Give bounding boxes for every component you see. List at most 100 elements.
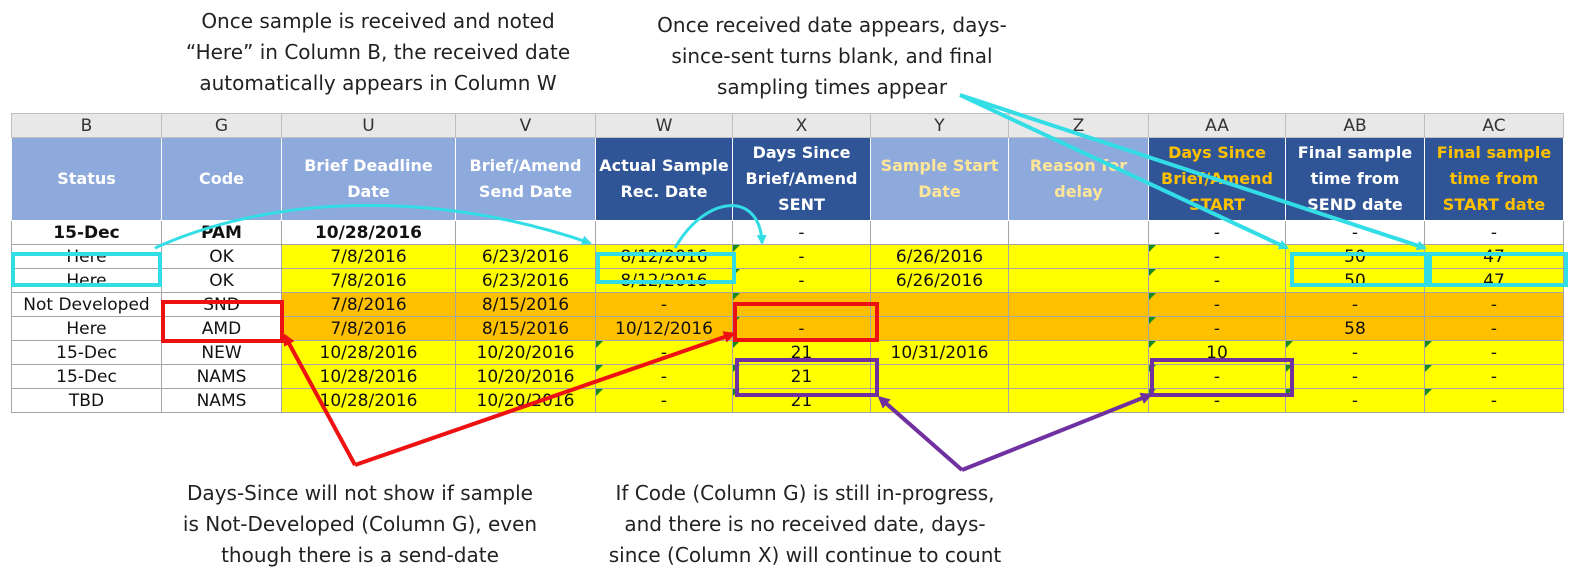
arrow-purple-to-days xyxy=(877,396,964,472)
cell-final-start[interactable]: 47 xyxy=(1424,244,1564,269)
header-days-since-sent[interactable]: Days Since Brief/Amend SENT xyxy=(732,137,871,221)
cell-final-start[interactable]: - xyxy=(1424,316,1564,341)
cell-deadline[interactable]: 10/28/2016 xyxy=(281,220,456,245)
cell-rec-date[interactable]: - xyxy=(595,364,733,389)
cell-final-send[interactable]: - xyxy=(1285,292,1425,317)
column-letter[interactable]: B xyxy=(11,113,162,138)
cell-days-sent[interactable]: 21 xyxy=(732,388,871,413)
table-row: 15-Dec NAMS 10/28/2016 10/20/2016 - 21 -… xyxy=(11,364,1564,389)
arrow-note-to-final-start xyxy=(959,93,1427,251)
cell-status[interactable]: TBD xyxy=(11,388,162,413)
arrow-note-to-final-send xyxy=(959,93,1289,250)
header-status[interactable]: Status xyxy=(11,137,162,221)
column-letter[interactable]: W xyxy=(595,113,733,138)
cell-final-send[interactable]: - xyxy=(1285,388,1425,413)
cell-reason[interactable] xyxy=(1008,220,1149,245)
cell-reason[interactable] xyxy=(1008,364,1149,389)
column-letter[interactable]: X xyxy=(732,113,871,138)
column-letter[interactable]: AA xyxy=(1148,113,1286,138)
cell-deadline[interactable]: 7/8/2016 xyxy=(281,244,456,269)
cell-status[interactable]: 15-Dec xyxy=(11,340,162,365)
cell-send-date[interactable]: 8/15/2016 xyxy=(455,292,596,317)
note-received-date: Once sample is received and noted “Here”… xyxy=(185,9,571,95)
cell-final-start[interactable]: - xyxy=(1424,388,1564,413)
table-row: Not Developed SND 7/8/2016 8/15/2016 - -… xyxy=(11,292,1564,317)
cell-final-start[interactable]: - xyxy=(1424,364,1564,389)
header-final-send[interactable]: Final sample time from SEND date xyxy=(1285,137,1425,221)
header-rec-date[interactable]: Actual Sample Rec. Date xyxy=(595,137,733,221)
highlight-box-final-send xyxy=(1290,252,1428,287)
column-letter[interactable]: AB xyxy=(1285,113,1425,138)
cell-code[interactable]: NAMS xyxy=(161,364,282,389)
spreadsheet-table: B G U V W X Y Z AA AB AC Status Code Bri… xyxy=(11,113,1564,413)
table-row: Here OK 7/8/2016 6/23/2016 8/12/2016 - 6… xyxy=(11,244,1564,269)
cell-rec-date[interactable]: - xyxy=(595,388,733,413)
cell-send-date[interactable]: 8/15/2016 xyxy=(455,316,596,341)
cell-rec-date[interactable] xyxy=(595,220,733,245)
cell-deadline[interactable]: 10/28/2016 xyxy=(281,340,456,365)
cell-final-start[interactable]: - xyxy=(1424,292,1564,317)
cell-days-start[interactable]: - xyxy=(1148,268,1286,293)
cell-start-date[interactable] xyxy=(870,220,1009,245)
highlight-box-days-counting xyxy=(735,358,879,397)
cell-final-send[interactable]: 58 xyxy=(1285,316,1425,341)
cell-status[interactable]: 15-Dec xyxy=(11,220,162,245)
table-row: Here AMD 7/8/2016 8/15/2016 10/12/2016 -… xyxy=(11,316,1564,341)
cell-reason[interactable] xyxy=(1008,340,1149,365)
cell-start-date[interactable] xyxy=(870,292,1009,317)
cell-code[interactable]: AMD xyxy=(161,316,282,341)
cell-code[interactable]: NEW xyxy=(161,340,282,365)
header-sample-start[interactable]: Sample Start Date xyxy=(870,137,1009,221)
cell-reason[interactable] xyxy=(1008,268,1149,293)
header-send-date[interactable]: Brief/Amend Send Date xyxy=(455,137,596,221)
header-final-start[interactable]: Final sample time from START date xyxy=(1424,137,1564,221)
cell-final-start[interactable]: - xyxy=(1424,340,1564,365)
cell-reason[interactable] xyxy=(1008,388,1149,413)
cell-days-start[interactable]: - xyxy=(1148,316,1286,341)
cell-days-sent[interactable]: - xyxy=(732,268,871,293)
cell-start-date[interactable] xyxy=(870,364,1009,389)
cell-send-date[interactable]: 10/20/2016 xyxy=(455,340,596,365)
cell-status[interactable]: Not Developed xyxy=(11,292,162,317)
cell-start-date[interactable]: 6/26/2016 xyxy=(870,244,1009,269)
column-letter[interactable]: V xyxy=(455,113,596,138)
cell-send-date[interactable]: 10/20/2016 xyxy=(455,364,596,389)
cell-code[interactable]: NAMS xyxy=(161,388,282,413)
cell-days-sent[interactable]: - xyxy=(732,316,871,341)
cell-status[interactable]: Here xyxy=(11,268,162,293)
cell-final-send[interactable]: 50 xyxy=(1285,268,1425,293)
cell-final-send[interactable]: - xyxy=(1285,364,1425,389)
cell-status[interactable]: 15-Dec xyxy=(11,364,162,389)
cell-start-date[interactable]: 6/26/2016 xyxy=(870,268,1009,293)
cell-rec-date[interactable]: 10/12/2016 xyxy=(595,316,733,341)
cell-reason[interactable] xyxy=(1008,244,1149,269)
cell-days-sent[interactable]: - xyxy=(732,220,871,245)
cell-rec-date[interactable]: - xyxy=(595,340,733,365)
cell-days-start[interactable]: - xyxy=(1148,388,1286,413)
highlight-box-days-not-shown xyxy=(733,302,879,342)
field-header-row: Status Code Brief Deadline Date Brief/Ame… xyxy=(11,137,1564,221)
cell-status[interactable]: Here xyxy=(11,244,162,269)
cell-days-start[interactable]: - xyxy=(1148,220,1286,245)
cell-start-date[interactable] xyxy=(870,316,1009,341)
column-letter[interactable]: Y xyxy=(870,113,1009,138)
arrow-status-to-rec-date xyxy=(154,203,592,250)
cell-days-sent[interactable]: 21 xyxy=(732,364,871,389)
column-letter[interactable]: G xyxy=(161,113,282,138)
cell-final-send[interactable]: - xyxy=(1285,340,1425,365)
cell-code[interactable]: OK xyxy=(161,244,282,269)
cell-rec-date[interactable]: - xyxy=(595,292,733,317)
cell-days-start[interactable]: - xyxy=(1148,244,1286,269)
cell-send-date[interactable]: 6/23/2016 xyxy=(455,268,596,293)
column-letter[interactable]: U xyxy=(281,113,456,138)
cell-status[interactable]: Here xyxy=(11,316,162,341)
cell-start-date[interactable]: 10/31/2016 xyxy=(870,340,1009,365)
cell-reason[interactable] xyxy=(1008,316,1149,341)
note-not-developed: Days-Since will not show if sample is No… xyxy=(182,481,538,567)
cell-final-start[interactable]: - xyxy=(1424,220,1564,245)
cell-days-sent[interactable]: - xyxy=(732,244,871,269)
cell-code[interactable]: SND xyxy=(161,292,282,317)
arrow-purple-to-start xyxy=(961,392,1153,472)
highlight-box-snd xyxy=(161,300,284,343)
